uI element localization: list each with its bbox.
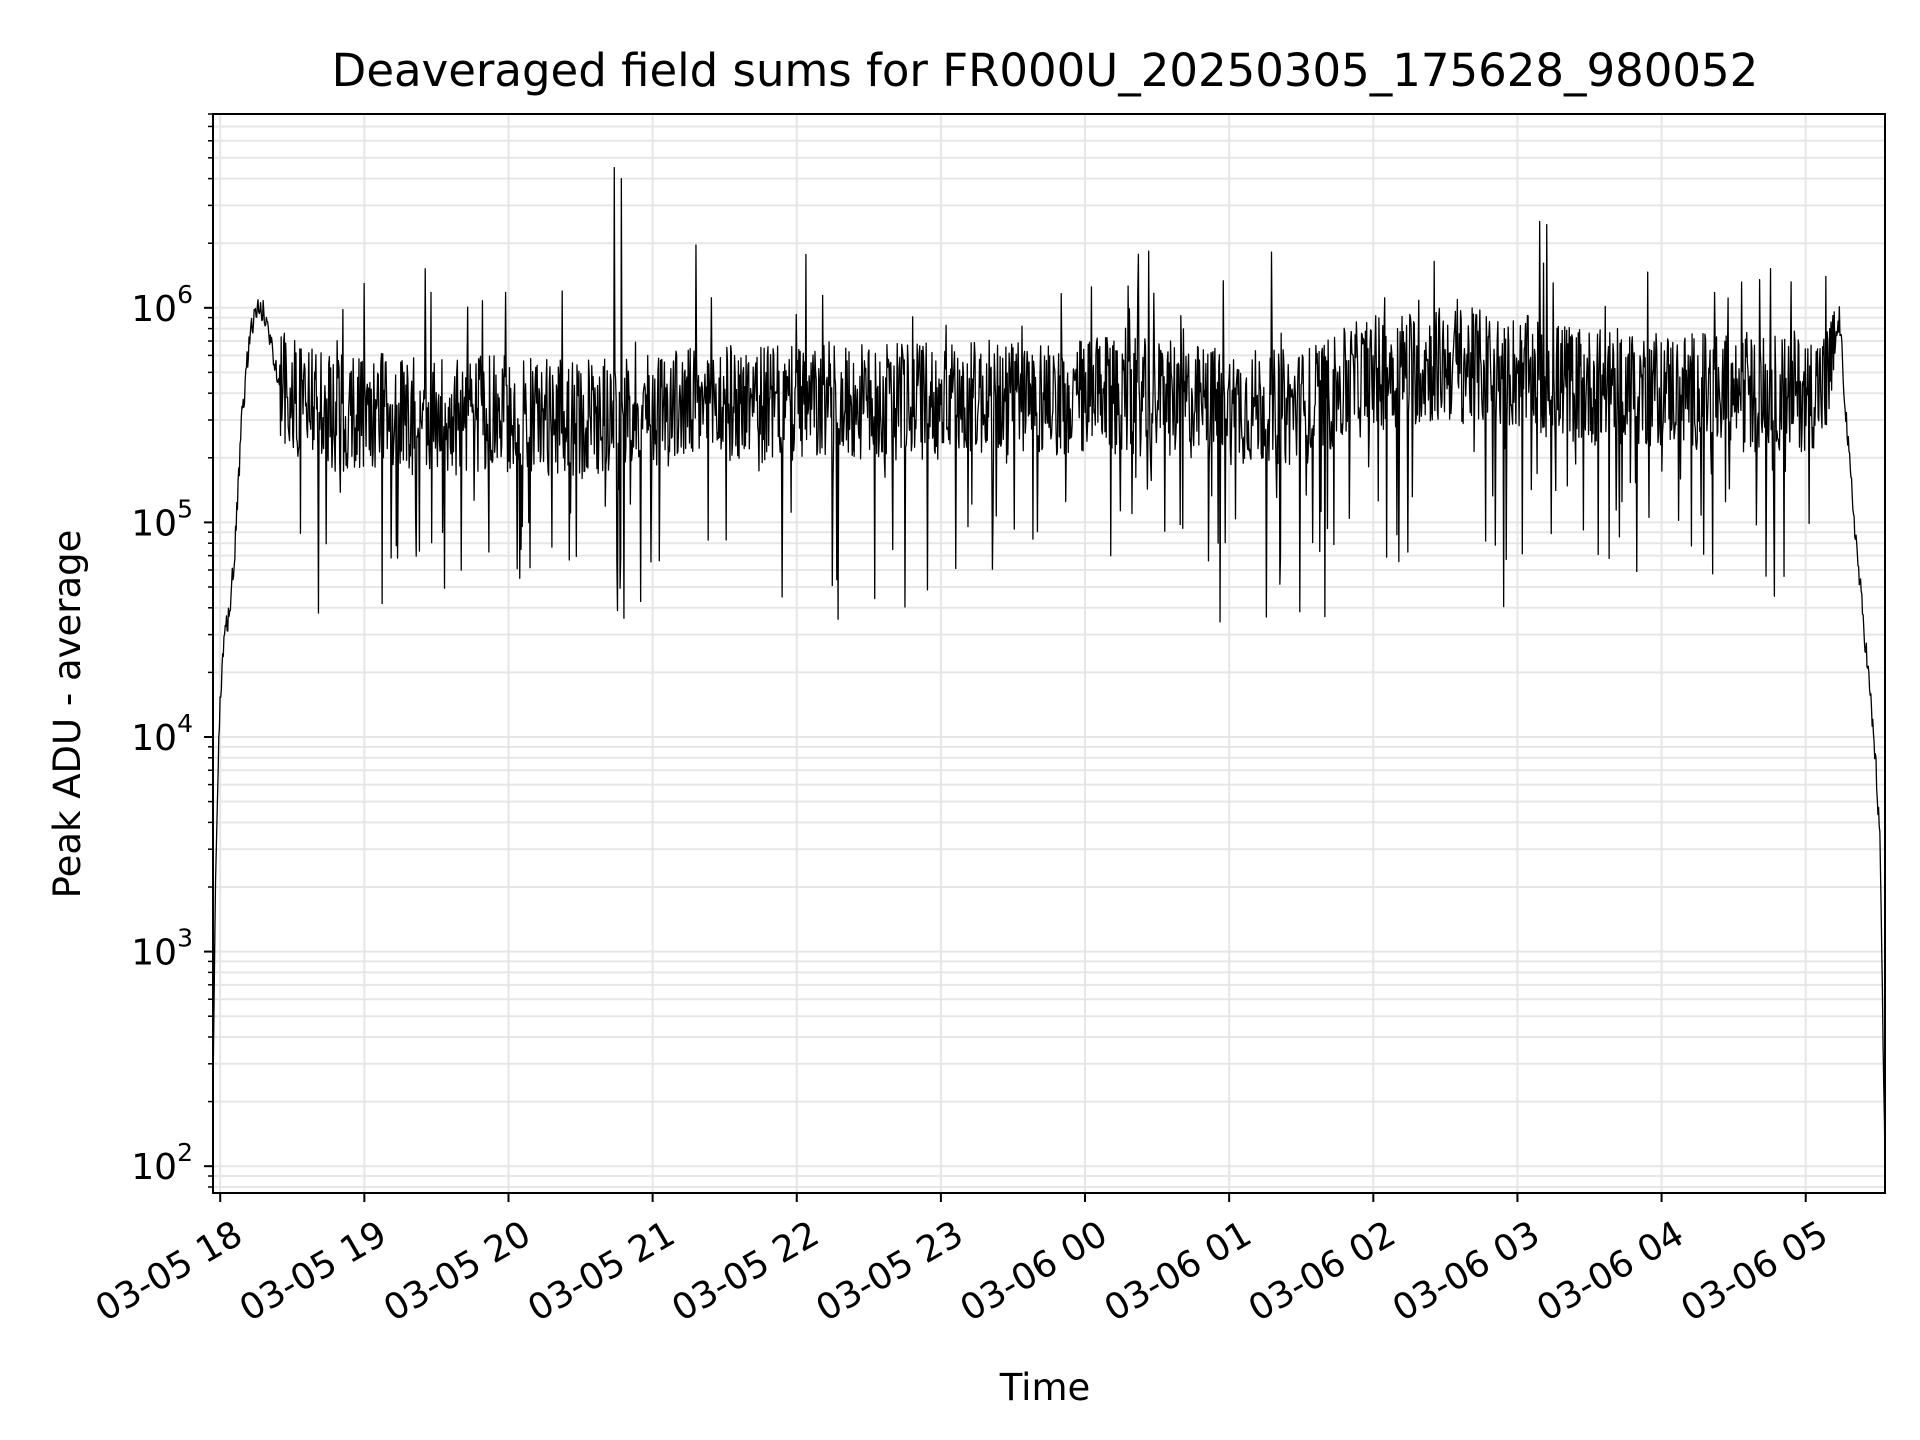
y-axis-label: Peak ADU - average (46, 530, 89, 899)
chart-title: Deaveraged field sums for FR000U_2025030… (332, 44, 1759, 97)
y-tick-label: 103 (131, 924, 193, 974)
y-tick-exponent: 5 (177, 494, 193, 523)
x-axis-label: Time (999, 1366, 1091, 1409)
y-tick-exponent: 2 (177, 1138, 193, 1167)
y-tick-exponent: 6 (177, 280, 193, 309)
major-gridlines (213, 114, 1885, 1193)
series-line (212, 166, 1886, 1161)
y-tick-exponent: 3 (177, 924, 193, 953)
minor-gridlines (213, 113, 1885, 1188)
y-tick-exponent: 4 (177, 709, 193, 738)
plot-area (212, 113, 1886, 1194)
